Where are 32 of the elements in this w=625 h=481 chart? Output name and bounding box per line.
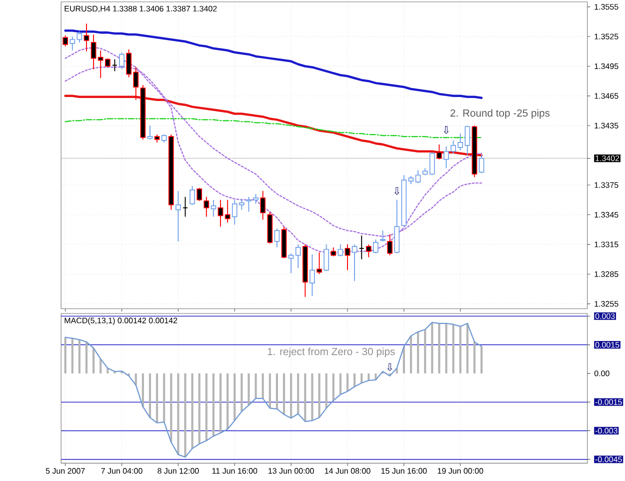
x-tick-label: 8 Jun 12:00	[158, 468, 199, 474]
y-tick-label: -0.0045	[595, 456, 622, 462]
x-tick-label: 14 Jun 08:00	[324, 468, 370, 474]
y-tick-label: 0.003	[595, 313, 615, 319]
chart-title: MACD(5,13,1) 0.00142 0.00142	[64, 317, 178, 325]
y-tick-label: 1.3555	[594, 4, 618, 10]
y-tick-label: 1.3465	[594, 93, 618, 99]
y-tick-label: 1.3525	[594, 34, 618, 40]
annotation: ⇩	[387, 363, 392, 371]
y-tick-label: 1.3285	[594, 271, 618, 277]
x-tick-label: 15 Jun 16:00	[381, 468, 427, 474]
x-tick-label: 13 Jun 00:00	[268, 468, 314, 474]
y-tick-label: 0.00	[594, 370, 610, 376]
y-tick-label: 1.3375	[594, 182, 618, 188]
y-tick-label: -0.0015	[595, 399, 622, 405]
y-tick-label: 1.3345	[594, 212, 618, 218]
y-tick-label: 0.0015	[595, 342, 620, 348]
chart-title: EURUSD,H4 1.3388 1.3406 1.3387 1.3402	[64, 6, 217, 12]
x-tick-label: 7 Jun 04:00	[101, 468, 142, 474]
annotation: ⇩	[394, 187, 400, 195]
x-tick-label: 11 Jun 16:00	[212, 468, 258, 474]
annotation: 1. reject from Zero - 30 pips	[268, 348, 395, 358]
x-tick-label: 5 Jun 2007	[46, 468, 85, 474]
x-tick-label: 19 Jun 00:00	[438, 468, 484, 474]
y-tick-label: 1.3495	[594, 63, 618, 70]
y-tick-label: -0.003	[595, 428, 618, 434]
y-tick-label: 1.3435	[594, 122, 618, 128]
annotation: ⇩	[444, 126, 449, 134]
annotation: 2. Round top -25 pips	[450, 109, 550, 119]
y-tick-label: 1.3315	[594, 242, 618, 248]
y-tick-label: 1.3255	[594, 300, 618, 307]
y-tick-label: 1.3402	[596, 155, 620, 162]
